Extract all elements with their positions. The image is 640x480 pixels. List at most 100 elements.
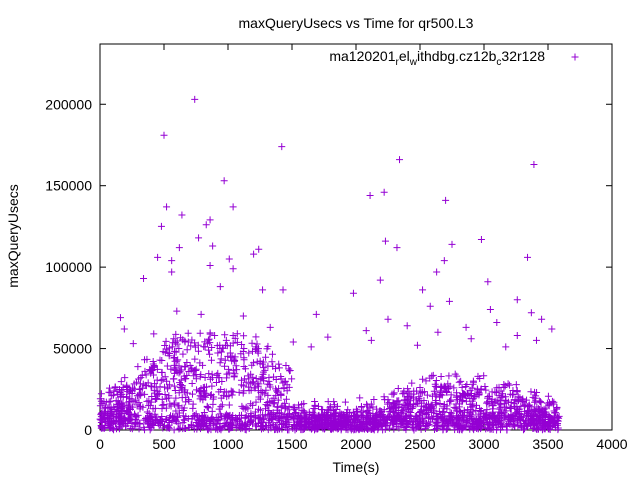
data-point [171, 357, 179, 365]
data-point [232, 362, 240, 370]
data-point [412, 412, 420, 420]
data-point [117, 378, 125, 386]
data-point [410, 387, 418, 395]
data-point [535, 416, 543, 424]
data-point [427, 408, 435, 416]
data-point [463, 381, 471, 389]
data-point [452, 393, 460, 401]
data-point [409, 403, 417, 411]
data-point [225, 255, 233, 263]
data-point [282, 395, 290, 403]
data-point [488, 388, 496, 396]
data-point [337, 426, 345, 434]
data-point [199, 416, 207, 424]
data-point [467, 390, 475, 398]
y-tick-label: 150000 [45, 178, 92, 194]
data-point [324, 398, 332, 406]
data-point [228, 391, 236, 399]
data-point [184, 423, 192, 431]
data-point [503, 426, 511, 434]
data-point [356, 394, 364, 402]
data-point [448, 415, 456, 423]
x-tick-label: 2000 [340, 436, 371, 452]
data-point [285, 402, 293, 410]
data-point [430, 387, 438, 395]
data-point [189, 400, 197, 408]
data-point [223, 393, 231, 401]
data-point [269, 400, 277, 408]
data-point [415, 395, 423, 403]
data-point [116, 385, 124, 393]
data-point [400, 396, 408, 404]
data-point [175, 409, 183, 417]
data-point [106, 423, 114, 431]
data-point [227, 387, 235, 395]
data-point [369, 425, 377, 433]
data-point [538, 315, 546, 323]
data-point [522, 411, 530, 419]
data-point [133, 392, 141, 400]
data-point [530, 417, 538, 425]
data-point [516, 394, 524, 402]
data-point [418, 402, 426, 410]
data-point [502, 343, 510, 351]
data-point [485, 392, 493, 400]
data-point [289, 338, 297, 346]
data-point [194, 341, 202, 349]
data-point [168, 268, 176, 276]
data-point [274, 403, 282, 411]
data-point [548, 325, 556, 333]
data-point [178, 211, 186, 219]
data-point [432, 397, 440, 405]
data-point [175, 344, 183, 352]
data-point [477, 406, 485, 414]
data-point [252, 422, 260, 430]
data-point [128, 396, 136, 404]
data-point [318, 421, 326, 429]
data-point [513, 388, 521, 396]
data-point [146, 423, 154, 431]
data-point [259, 370, 267, 378]
data-point [281, 404, 289, 412]
data-point [436, 388, 444, 396]
data-point [252, 398, 260, 406]
data-point [111, 405, 119, 413]
data-point [216, 283, 224, 291]
data-point [306, 410, 314, 418]
legend-marker-plus [571, 53, 579, 61]
data-point [265, 377, 273, 385]
data-point [395, 424, 403, 432]
data-point [172, 330, 180, 338]
data-point [140, 423, 148, 431]
data-point [516, 414, 524, 422]
data-point [105, 398, 113, 406]
data-point [371, 420, 379, 428]
data-point [370, 425, 378, 433]
data-point [354, 415, 362, 423]
data-point [158, 395, 166, 403]
data-point [266, 410, 274, 418]
data-point [200, 387, 208, 395]
data-point [225, 422, 233, 430]
data-point [500, 380, 508, 388]
data-point [247, 386, 255, 394]
data-point [101, 415, 109, 423]
data-point [358, 422, 366, 430]
data-point [189, 422, 197, 430]
data-point [502, 396, 510, 404]
data-point [531, 394, 539, 402]
data-point [181, 337, 189, 345]
data-point [252, 343, 260, 351]
data-point [396, 400, 404, 408]
data-point [394, 384, 402, 392]
data-point [161, 373, 169, 381]
data-point [209, 400, 217, 408]
data-point [273, 403, 281, 411]
data-point [167, 365, 175, 373]
data-point [331, 418, 339, 426]
data-point [123, 393, 131, 401]
data-point [218, 401, 226, 409]
data-point [504, 380, 512, 388]
data-point [240, 332, 248, 340]
data-point [439, 409, 447, 417]
